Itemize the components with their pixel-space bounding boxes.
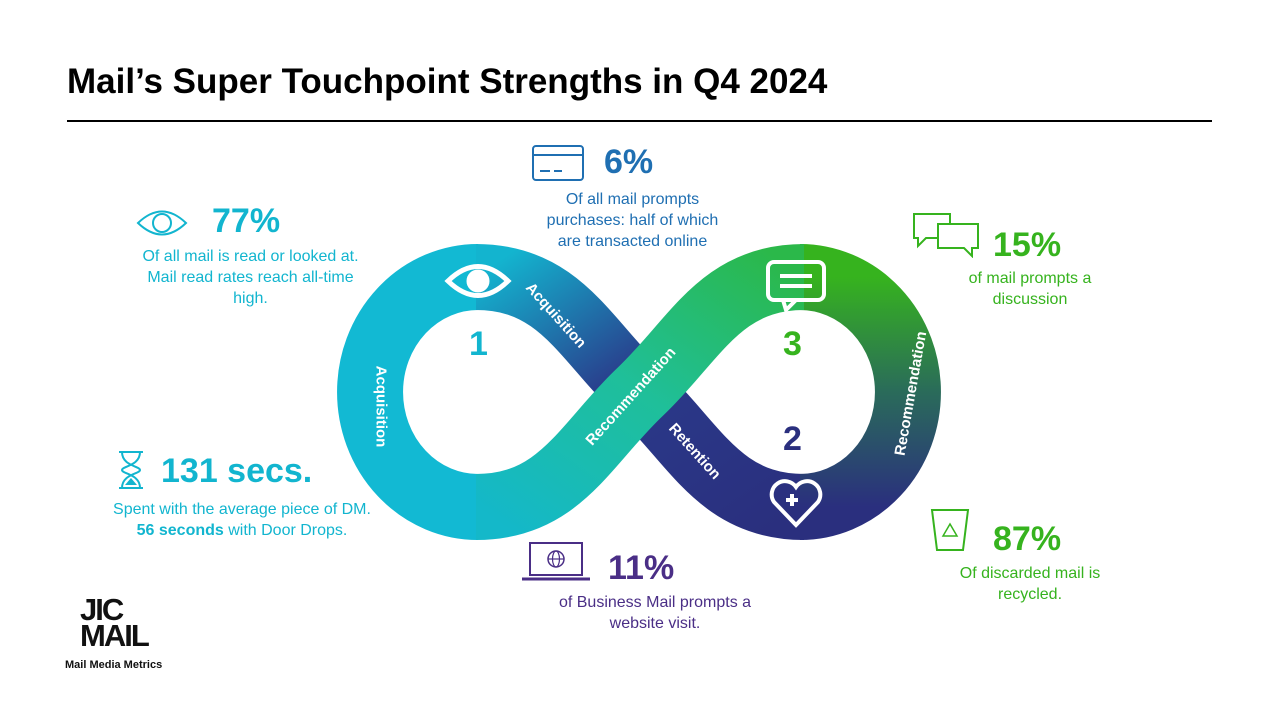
stat-website-text: of Business Mail prompts a website visit…	[558, 594, 752, 632]
label-acquisition-left: Acquisition	[372, 365, 390, 448]
stat-read-value: 77%	[212, 202, 281, 240]
heart-plus-icon	[769, 479, 823, 528]
step-number-2: 2	[783, 420, 802, 458]
stat-discussion-text: of mail prompts a discussion	[968, 270, 1092, 308]
loop-right-recommendation	[798, 244, 941, 540]
logo-line-2: MAIL	[80, 618, 150, 653]
stat-recycle-value: 87%	[993, 520, 1062, 558]
chat-icon	[766, 260, 826, 314]
page-title: Mail’s Super Touchpoint Strengths in Q4 …	[67, 62, 828, 101]
title-divider	[67, 120, 1212, 122]
loop-left-acquisition	[337, 244, 480, 540]
stat-time-text-pre: Spent with the average piece of DM.	[113, 501, 371, 518]
logo-line-1: JIC	[80, 592, 124, 627]
stat-purchase-text: Of all mail prompts purchases: half of w…	[546, 191, 719, 250]
laptop-globe-icon	[522, 542, 590, 581]
stat-recycle-text: Of discarded mail is recycled.	[959, 565, 1101, 603]
stat-purchase-value: 6%	[604, 143, 654, 181]
hourglass-icon	[119, 451, 143, 489]
stat-time-text-post: with Door Drops.	[223, 522, 348, 539]
stat-discussion-value: 15%	[993, 226, 1062, 264]
credit-card-icon	[532, 145, 584, 181]
stat-website-value: 11%	[608, 549, 675, 587]
logo-tagline: Mail Media Metrics	[65, 659, 163, 671]
jicmail-logo: JIC MAIL	[80, 592, 150, 653]
eye-icon	[444, 264, 512, 298]
step-number-1: 1	[469, 325, 488, 363]
stat-read-text: Of all mail is read or looked at. Mail r…	[142, 248, 359, 307]
band-recommendation	[474, 244, 806, 540]
speech-bubbles-icon	[913, 213, 979, 258]
eye-icon	[136, 210, 188, 236]
step-number-3: 3	[783, 325, 802, 363]
stat-time-text-bold: 56 seconds	[136, 522, 224, 539]
stat-time-value: 131 secs.	[161, 452, 313, 490]
recycle-bin-icon	[930, 509, 970, 551]
stat-time-text: Spent with the average piece of DM. 56 s…	[112, 499, 372, 541]
